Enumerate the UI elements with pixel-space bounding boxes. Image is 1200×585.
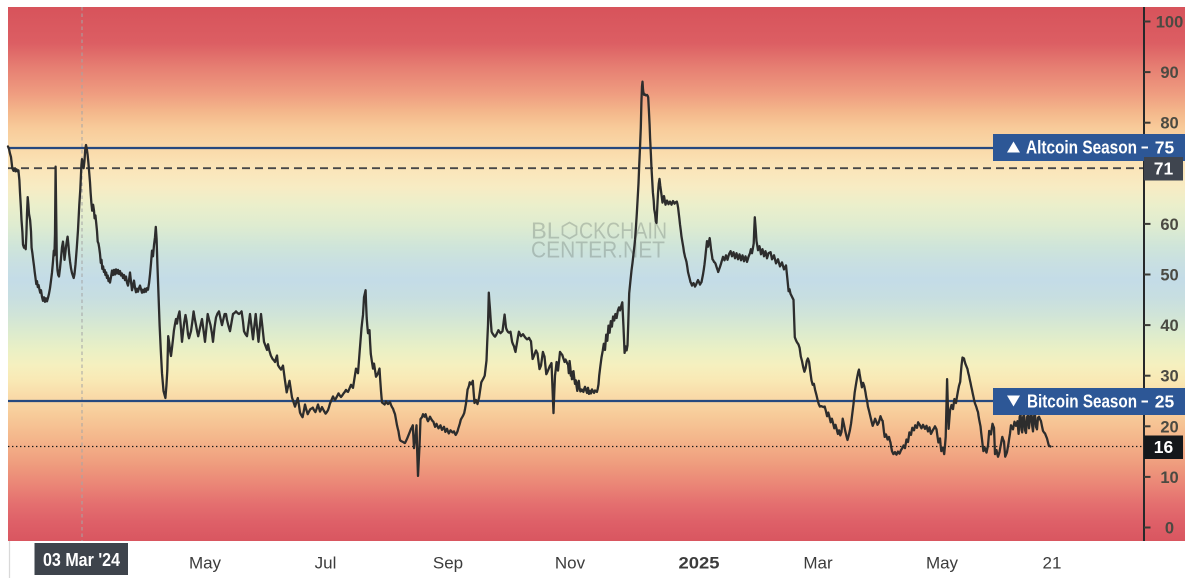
svg-text:40: 40 bbox=[1160, 317, 1178, 335]
svg-text:30: 30 bbox=[1160, 368, 1178, 386]
svg-text:21: 21 bbox=[1043, 554, 1062, 573]
svg-text:71: 71 bbox=[1154, 159, 1174, 179]
svg-text:10: 10 bbox=[1160, 469, 1178, 487]
svg-text:Mar: Mar bbox=[803, 554, 833, 573]
svg-text:75: 75 bbox=[1155, 138, 1175, 158]
svg-text:60: 60 bbox=[1160, 216, 1178, 234]
svg-text:CENTER.NET: CENTER.NET bbox=[531, 237, 665, 263]
svg-text:20: 20 bbox=[1160, 418, 1178, 436]
svg-text:Bitcoin Season: Bitcoin Season bbox=[1027, 392, 1137, 412]
svg-text:100: 100 bbox=[1156, 14, 1184, 32]
svg-text:50: 50 bbox=[1160, 267, 1178, 285]
svg-text:May: May bbox=[926, 554, 959, 573]
svg-text:90: 90 bbox=[1160, 64, 1178, 82]
svg-text:Jul: Jul bbox=[315, 554, 337, 573]
svg-text:2025: 2025 bbox=[679, 554, 720, 573]
svg-text:16: 16 bbox=[1154, 437, 1174, 457]
svg-text:Nov: Nov bbox=[555, 554, 586, 573]
svg-text:May: May bbox=[189, 554, 222, 573]
svg-text:25: 25 bbox=[1155, 392, 1175, 412]
svg-text:80: 80 bbox=[1160, 115, 1178, 133]
svg-text:BL: BL bbox=[531, 218, 560, 244]
svg-text:Altcoin Season: Altcoin Season bbox=[1026, 138, 1137, 158]
svg-text:Sep: Sep bbox=[433, 554, 463, 573]
svg-text:03 Mar '24: 03 Mar '24 bbox=[43, 550, 120, 570]
svg-text:0: 0 bbox=[1165, 520, 1174, 538]
svg-text:CKCHAIN: CKCHAIN bbox=[579, 218, 667, 244]
